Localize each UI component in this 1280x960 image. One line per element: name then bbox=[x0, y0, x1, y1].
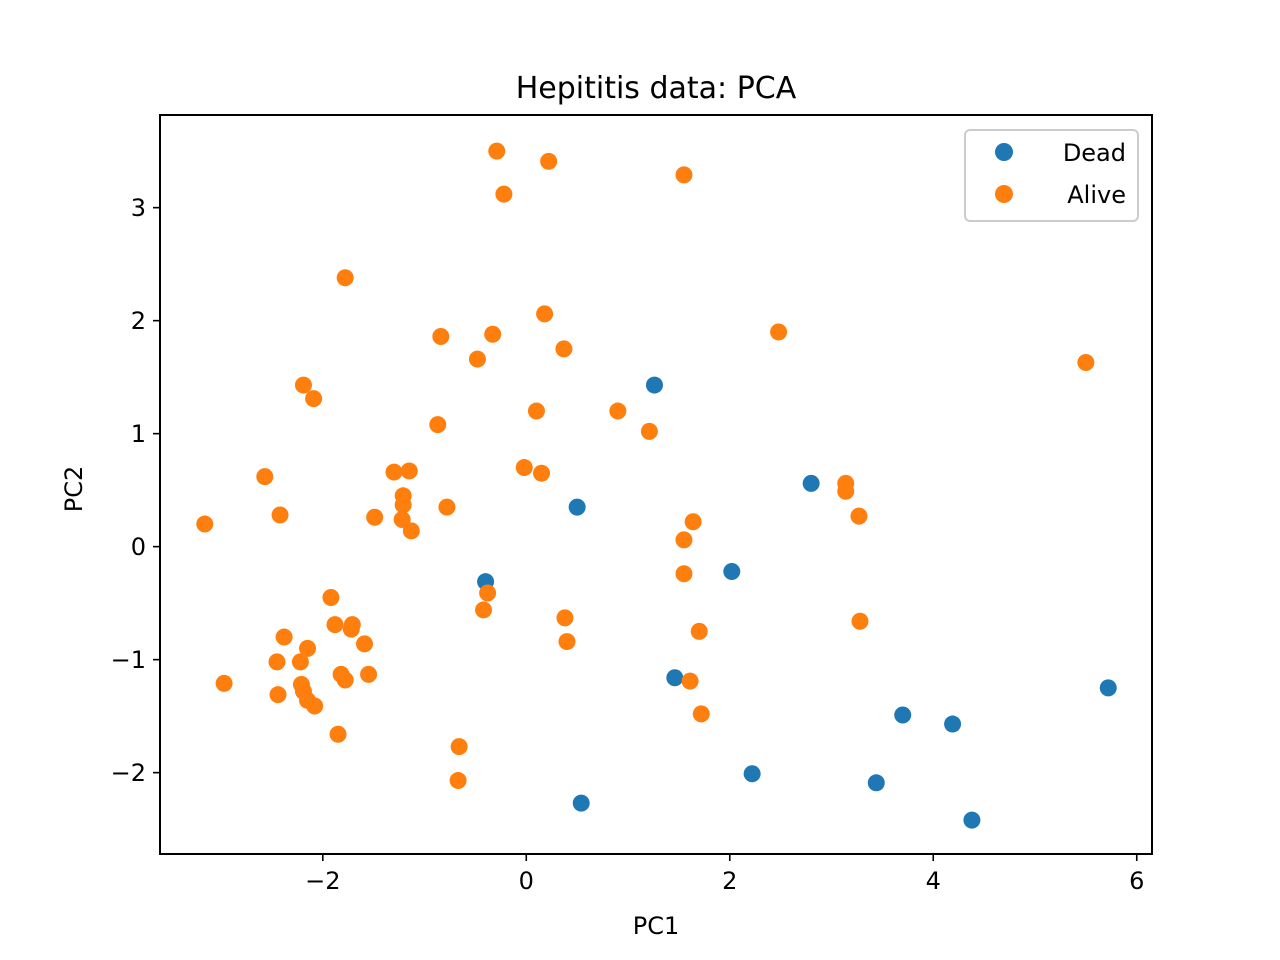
data-point-alive bbox=[305, 390, 323, 408]
data-point-alive bbox=[684, 513, 702, 531]
data-point-alive bbox=[393, 511, 411, 529]
data-point-alive bbox=[1077, 353, 1095, 371]
data-point-dead bbox=[645, 376, 663, 394]
data-point-alive bbox=[322, 588, 340, 606]
y-axis-label: PC2 bbox=[60, 466, 88, 513]
data-point-alive bbox=[675, 531, 693, 549]
x-tick-label: 4 bbox=[926, 867, 941, 895]
data-point-alive bbox=[468, 350, 486, 368]
data-point-alive bbox=[556, 609, 574, 627]
data-point-dead bbox=[568, 498, 586, 516]
data-point-alive bbox=[837, 482, 855, 500]
legend-marker-dead bbox=[995, 143, 1013, 161]
data-point-dead bbox=[666, 669, 684, 687]
data-point-alive bbox=[342, 620, 360, 638]
data-point-alive bbox=[533, 464, 551, 482]
data-point-alive bbox=[269, 686, 287, 704]
data-point-alive bbox=[275, 628, 293, 646]
data-point-alive bbox=[294, 376, 312, 394]
data-point-alive bbox=[432, 327, 450, 345]
x-tick-label: 0 bbox=[519, 867, 534, 895]
data-point-alive bbox=[268, 653, 286, 671]
x-tick-label: −2 bbox=[305, 867, 340, 895]
data-point-alive bbox=[488, 142, 506, 160]
data-point-alive bbox=[366, 508, 384, 526]
data-point-alive bbox=[356, 635, 374, 653]
data-point-alive bbox=[515, 459, 533, 477]
data-point-alive bbox=[540, 152, 558, 170]
data-point-dead bbox=[1099, 679, 1117, 697]
data-point-alive bbox=[329, 725, 347, 743]
data-point-dead bbox=[867, 774, 885, 792]
data-point-alive bbox=[609, 402, 627, 420]
data-point-alive bbox=[429, 416, 447, 434]
legend: Dead Alive bbox=[964, 129, 1139, 222]
data-point-alive bbox=[495, 185, 513, 203]
data-point-alive bbox=[215, 674, 233, 692]
data-point-alive bbox=[360, 665, 378, 683]
data-point-alive bbox=[681, 672, 699, 690]
data-point-alive bbox=[196, 515, 214, 533]
data-point-dead bbox=[944, 715, 962, 733]
data-point-alive bbox=[558, 633, 576, 651]
y-tick-label: −2 bbox=[111, 759, 146, 787]
data-point-alive bbox=[306, 697, 324, 715]
data-point-alive bbox=[326, 616, 344, 634]
data-point-alive bbox=[402, 522, 420, 540]
data-point-alive bbox=[555, 340, 573, 358]
data-point-alive bbox=[527, 402, 545, 420]
x-tick-label: 6 bbox=[1129, 867, 1144, 895]
x-axis: −2 0 2 4 6 bbox=[305, 854, 1144, 895]
x-tick-label: 2 bbox=[722, 867, 737, 895]
x-axis-label: PC1 bbox=[633, 912, 680, 940]
y-axis: −2 −1 0 1 2 3 bbox=[111, 194, 160, 787]
data-point-alive bbox=[449, 772, 467, 790]
y-tick-label: 0 bbox=[131, 533, 146, 561]
plot-area-frame bbox=[159, 114, 1153, 855]
data-point-alive bbox=[475, 601, 493, 619]
legend-marker-alive bbox=[995, 185, 1013, 203]
data-point-alive bbox=[536, 305, 554, 323]
legend-label-dead: Dead bbox=[1063, 139, 1126, 167]
data-point-dead bbox=[743, 765, 761, 783]
data-point-alive bbox=[336, 269, 354, 287]
data-point-alive bbox=[640, 422, 658, 440]
data-point-dead bbox=[802, 474, 820, 492]
y-tick-label: 3 bbox=[131, 194, 146, 222]
y-tick-label: −1 bbox=[111, 646, 146, 674]
data-point-alive bbox=[450, 738, 468, 756]
data-point-dead bbox=[572, 794, 590, 812]
y-tick-label: 2 bbox=[131, 307, 146, 335]
data-point-alive bbox=[438, 498, 456, 516]
data-point-alive bbox=[484, 325, 502, 343]
data-point-alive bbox=[690, 622, 708, 640]
data-point-dead bbox=[723, 563, 741, 581]
data-point-alive bbox=[336, 671, 354, 689]
points-layer bbox=[196, 142, 1117, 829]
data-point-alive bbox=[692, 705, 710, 723]
data-point-alive bbox=[770, 323, 788, 341]
data-point-alive bbox=[851, 612, 869, 630]
data-point-alive bbox=[299, 639, 317, 657]
data-point-alive bbox=[675, 166, 693, 184]
data-point-alive bbox=[400, 462, 418, 480]
y-tick-label: 1 bbox=[131, 420, 146, 448]
data-point-alive bbox=[850, 507, 868, 525]
data-point-dead bbox=[894, 706, 912, 724]
data-point-dead bbox=[963, 811, 981, 829]
data-point-alive bbox=[394, 496, 412, 514]
data-point-alive bbox=[291, 653, 309, 671]
chart-title: Hepititis data: PCA bbox=[516, 71, 797, 106]
data-point-alive bbox=[256, 468, 274, 486]
data-point-alive bbox=[675, 565, 693, 583]
legend-label-alive: Alive bbox=[1067, 181, 1126, 209]
data-point-alive bbox=[479, 584, 497, 602]
data-point-alive bbox=[271, 506, 289, 524]
data-point-alive bbox=[385, 463, 403, 481]
